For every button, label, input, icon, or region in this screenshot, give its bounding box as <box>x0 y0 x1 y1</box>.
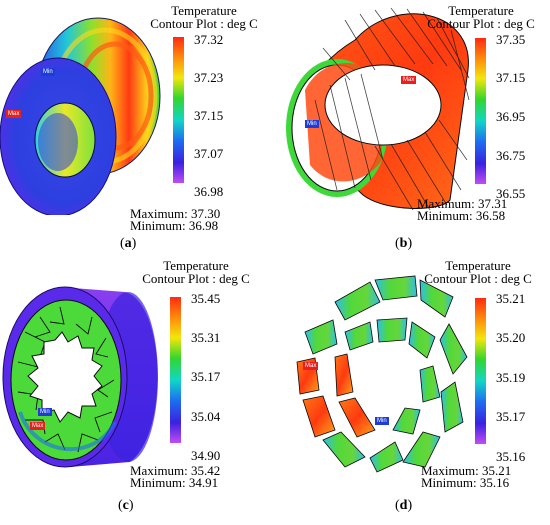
min-location-tag: Min <box>38 408 52 416</box>
scale-tick: 36.55 <box>496 186 526 201</box>
maximum-readout: Maximum: 35.42 <box>130 463 221 478</box>
panel-label: (d) <box>395 498 413 513</box>
scale-tick: 35.21 <box>496 291 526 306</box>
colorbar-title-line2: Contour Plot : deg C <box>427 16 535 31</box>
scale-tick: 35.16 <box>496 449 526 464</box>
scale-tick: 37.32 <box>194 32 224 47</box>
maximum-readout: Maximum: 37.30 <box>130 206 221 221</box>
panel-a: Min Max Temperature Contour Plot : deg C… <box>0 0 275 262</box>
max-location-tag: Max <box>401 76 417 84</box>
panel-label: (a) <box>120 236 137 251</box>
max-location-tag: Max <box>303 362 319 370</box>
colorbar-title-line1: Temperature <box>163 258 229 273</box>
scale-tick: 35.45 <box>191 291 221 306</box>
min-location-tag: Min <box>375 417 389 425</box>
maximum-readout: Maximum: 35.21 <box>421 463 512 478</box>
minimum-readout: Minimum: 34.91 <box>130 475 219 490</box>
scale-tick: 37.23 <box>194 70 224 85</box>
scale-tick: 37.35 <box>496 32 526 47</box>
colorbar-title-line1: Temperature <box>445 258 511 273</box>
minimum-readout: Minimum: 35.16 <box>421 475 510 490</box>
scale-tick: 36.75 <box>496 148 526 163</box>
panel-b: Max Min Temperature Contour Plot : deg C… <box>275 0 550 262</box>
scale-tick: 37.07 <box>194 146 224 161</box>
min-location-tag: Min <box>305 120 319 128</box>
scale-tick: 35.17 <box>191 369 221 384</box>
maximum-readout: Maximum: 37.31 <box>417 196 508 211</box>
scale-tick: 34.90 <box>191 448 221 463</box>
max-location-tag: Max <box>6 110 22 118</box>
panel-label: (c) <box>118 498 134 513</box>
colorbar-title: Temperature Contour Plot : deg C <box>132 259 260 285</box>
stator-core-render <box>2 286 158 468</box>
scale-tick: 36.95 <box>496 109 526 124</box>
scale-tick: 35.19 <box>496 370 526 385</box>
colorbar-title-line1: Temperature <box>448 3 514 18</box>
scale-tick: 35.31 <box>191 330 221 345</box>
minimum-readout: Minimum: 36.58 <box>417 208 506 223</box>
colorbar-title-line1: Temperature <box>171 3 237 18</box>
colorbar-title-line2: Contour Plot : deg C <box>150 16 258 31</box>
colorbar-title-line2: Contour Plot : deg C <box>142 271 250 286</box>
colorbar-title: Temperature Contour Plot : deg C <box>414 259 542 285</box>
color-scale-bar <box>170 297 181 443</box>
min-location-tag: Min <box>41 68 55 76</box>
colorbar-title: Temperature Contour Plot : deg C <box>417 4 545 30</box>
colorbar-title: Temperature Contour Plot : deg C <box>140 4 268 30</box>
scale-tick: 35.04 <box>191 409 221 424</box>
colorbar-title-line2: Contour Plot : deg C <box>424 271 532 286</box>
scale-tick: 36.98 <box>194 184 224 199</box>
hatched-sleeve-render <box>286 7 470 211</box>
scale-tick: 35.20 <box>496 330 526 345</box>
panel-label: (b) <box>395 236 413 251</box>
panel-d: Max Min Temperature Contour Plot : deg C… <box>275 259 550 524</box>
scale-tick: 37.15 <box>496 70 526 85</box>
color-scale-bar <box>475 298 486 444</box>
scale-tick: 35.17 <box>496 409 526 424</box>
color-scale-bar <box>475 38 486 184</box>
max-location-tag: Max <box>30 422 46 430</box>
scale-tick: 37.15 <box>194 108 224 123</box>
minimum-readout: Minimum: 36.98 <box>130 218 219 233</box>
bearing-ring-render <box>0 17 161 215</box>
panel-c: Min Max Temperature Contour Plot : deg C… <box>0 259 275 524</box>
segmented-magnets-render <box>296 275 468 473</box>
color-scale-bar <box>173 37 184 183</box>
